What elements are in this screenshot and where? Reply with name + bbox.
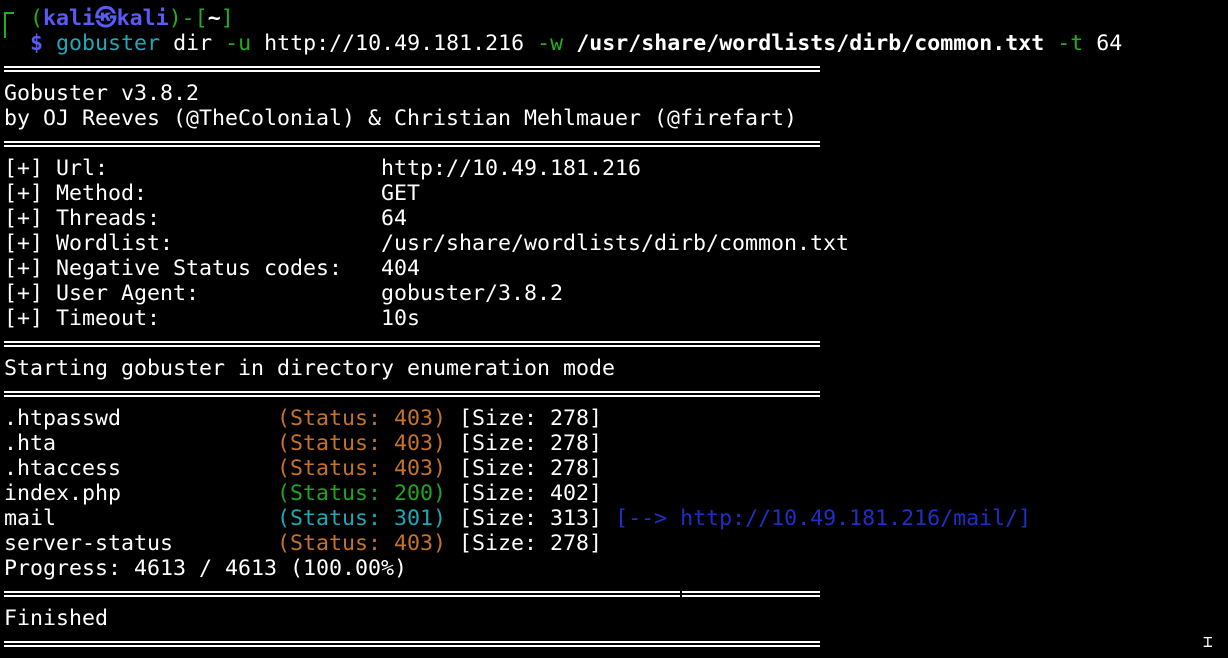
result-status: (Status: 403) xyxy=(277,431,447,456)
result-size: [Size: 278] xyxy=(459,456,603,481)
config-row: [+] Url: http://10.49.181.216 xyxy=(4,156,1122,181)
result-row: .htaccess (Status: 403) [Size: 278] xyxy=(4,456,1122,481)
config-label: [+] Timeout: xyxy=(4,306,161,331)
separator xyxy=(4,631,1122,656)
config-value: http://10.49.181.216 xyxy=(381,156,642,181)
result-row: mail (Status: 301) [Size: 313] [--> http:… xyxy=(4,506,1122,531)
prompt-corner-line xyxy=(4,12,14,38)
separator xyxy=(4,56,1122,81)
command-name: gobuster xyxy=(56,31,161,56)
prompt-bracket: )-[ xyxy=(168,6,208,31)
result-status: (Status: 403) xyxy=(277,406,447,431)
result-row: index.php (Status: 200) [Size: 402] xyxy=(4,481,1122,506)
config-row: [+] Negative Status codes: 404 xyxy=(4,256,1122,281)
separator xyxy=(4,331,1122,356)
result-status: (Status: 301) xyxy=(277,506,447,531)
status-message: Starting gobuster in directory enumerati… xyxy=(4,356,616,381)
config-label: [+] User Agent: xyxy=(4,281,200,306)
separator xyxy=(4,381,1122,406)
separator xyxy=(4,131,1122,156)
result-status: (Status: 200) xyxy=(277,481,447,506)
command-arg: 64 xyxy=(1096,31,1123,56)
config-value: /usr/share/wordlists/dirb/common.txt xyxy=(381,231,850,256)
terminal-output: (kali㉿kali)-[~] $ gobuster dir -u http:/… xyxy=(4,6,1122,656)
progress-line: Progress: 4613 / 4613 (100.00%) xyxy=(4,556,1122,581)
result-redirect: [--> http://10.49.181.216/mail/] xyxy=(615,506,1032,531)
config-label: [+] Negative Status codes: xyxy=(4,256,343,281)
command-flag: -u xyxy=(225,31,252,56)
banner-text: by OJ Reeves (@TheColonial) & Christian … xyxy=(4,106,798,131)
config-label: [+] Method: xyxy=(4,181,148,206)
prompt-dollar: $ xyxy=(30,31,44,56)
result-path: .htpasswd xyxy=(4,406,122,431)
prompt-host: kali xyxy=(116,6,169,31)
result-status: (Status: 403) xyxy=(277,531,447,556)
config-value: GET xyxy=(381,181,421,206)
result-size: [Size: 278] xyxy=(459,431,603,456)
result-path: mail xyxy=(4,506,57,531)
finished-line: Finished xyxy=(4,606,1122,631)
config-value: 10s xyxy=(381,306,421,331)
banner-text: Gobuster v3.8.2 xyxy=(4,81,200,106)
result-row: .htpasswd (Status: 403) [Size: 278] xyxy=(4,406,1122,431)
prompt-bracket: ( xyxy=(30,6,44,31)
config-value: gobuster/3.8.2 xyxy=(381,281,564,306)
separator xyxy=(4,581,1122,606)
command-flag: -w xyxy=(537,31,564,56)
finished-text: Finished xyxy=(4,606,109,631)
result-path: index.php xyxy=(4,481,122,506)
progress-text: Progress: 4613 / 4613 (100.00%) xyxy=(4,556,408,581)
command-arg: dir xyxy=(173,31,213,56)
banner-line: Gobuster v3.8.2 xyxy=(4,81,1122,106)
text-cursor-icon: ⌶ xyxy=(1203,632,1213,651)
config-value: 404 xyxy=(381,256,421,281)
prompt-user: kali xyxy=(43,6,96,31)
result-size: [Size: 402] xyxy=(459,481,603,506)
command-arg: /usr/share/wordlists/dirb/common.txt xyxy=(576,31,1045,56)
result-path: .hta xyxy=(4,431,57,456)
prompt-bracket: ] xyxy=(220,6,234,31)
config-row: [+] User Agent: gobuster/3.8.2 xyxy=(4,281,1122,306)
config-label: [+] Threads: xyxy=(4,206,161,231)
prompt-dir: ~ xyxy=(207,6,221,31)
prompt-at-symbol: ㉿ xyxy=(95,6,117,31)
config-row: [+] Threads: 64 xyxy=(4,206,1122,231)
command-arg: http://10.49.181.216 xyxy=(264,31,525,56)
result-path: .htaccess xyxy=(4,456,122,481)
config-label: [+] Url: xyxy=(4,156,109,181)
config-row: [+] Timeout: 10s xyxy=(4,306,1122,331)
banner-line: by OJ Reeves (@TheColonial) & Christian … xyxy=(4,106,1122,131)
config-row: [+] Method: GET xyxy=(4,181,1122,206)
config-row: [+] Wordlist: /usr/share/wordlists/dirb/c… xyxy=(4,231,1122,256)
config-label: [+] Wordlist: xyxy=(4,231,174,256)
result-status: (Status: 403) xyxy=(277,456,447,481)
result-size: [Size: 313] xyxy=(459,506,603,531)
command-flag: -t xyxy=(1057,31,1084,56)
result-size: [Size: 278] xyxy=(459,531,603,556)
prompt-line: (kali㉿kali)-[~] xyxy=(4,6,1122,31)
command-line[interactable]: $ gobuster dir -u http://10.49.181.216 -… xyxy=(4,31,1122,56)
result-row: server-status (Status: 403) [Size: 278] xyxy=(4,531,1122,556)
result-size: [Size: 278] xyxy=(459,406,603,431)
result-row: .hta (Status: 403) [Size: 278] xyxy=(4,431,1122,456)
start-line: Starting gobuster in directory enumerati… xyxy=(4,356,1122,381)
result-path: server-status xyxy=(4,531,174,556)
config-value: 64 xyxy=(381,206,408,231)
